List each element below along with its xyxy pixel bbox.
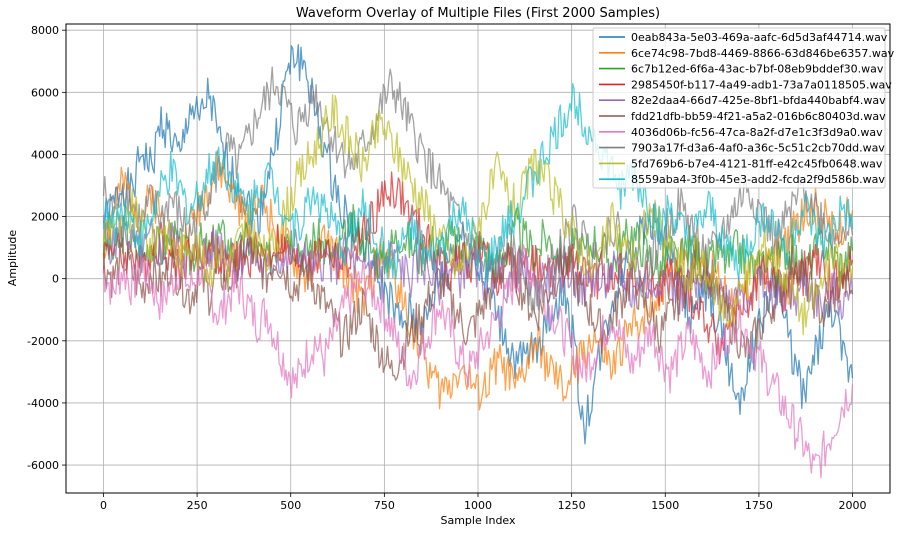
legend-entry: 82e2daa4-66d7-425e-8bf1-bfda440babf4.wav — [631, 94, 886, 107]
x-tick-label: 1750 — [745, 499, 773, 512]
legend-box — [592, 27, 886, 189]
y-tick-label: -4000 — [27, 397, 59, 410]
series-group — [102, 44, 854, 479]
y-tick-label: -2000 — [27, 335, 59, 348]
y-tick-label: 8000 — [31, 24, 59, 37]
series-line-2 — [102, 150, 854, 411]
y-tick-label: 2000 — [31, 211, 59, 224]
series-line-8 — [102, 66, 854, 314]
legend-entry: 4036d06b-fc56-47ca-8a2f-d7e1c3f3d9a0.wav — [631, 126, 883, 139]
legend-entry: 6c7b12ed-6f6a-43ac-b7bf-08eb9bddef30.wav — [631, 63, 884, 76]
x-tick-label: 0 — [100, 499, 107, 512]
x-tick-label: 250 — [187, 499, 208, 512]
x-tick-label: 1000 — [464, 499, 492, 512]
y-axis-label: Amplitude — [6, 230, 19, 287]
legend-entry: fdd21dfb-bb59-4f21-a5a2-016b6c80403d.wav — [631, 110, 886, 123]
series-line-9 — [102, 94, 854, 336]
legend-entry: 6ce74c98-7bd8-4469-8866-63d846be6357.wav — [631, 47, 895, 60]
x-tick-label: 1250 — [558, 499, 586, 512]
y-tick-label: 6000 — [31, 86, 59, 99]
series-line-7 — [102, 243, 854, 479]
series-line-6 — [102, 234, 854, 381]
y-tick-label: 4000 — [31, 148, 59, 161]
legend-entry: 7903a17f-d3a6-4af0-a36c-5c51c2cb70dd.wav — [631, 142, 885, 155]
x-tick-label: 750 — [374, 499, 395, 512]
ticks: 0 250 500 750 1000 1250 1500 1750 2000 -6000 -4000… — [27, 24, 867, 512]
x-tick-label: 500 — [280, 499, 301, 512]
x-axis-label: Sample Index — [440, 514, 516, 527]
legend-entry: 0eab843a-5e03-469a-aafc-6d5d3af44714.wav — [631, 31, 888, 44]
series-line-10 — [102, 82, 854, 282]
legend-entry: 8559aba4-3f0b-45e3-add2-fcda2f9d586b.wav — [631, 173, 885, 186]
legend-entry: 5fd769b6-b7e4-4121-81ff-e42c45fb0648.wav — [631, 157, 883, 170]
legend: 0eab843a-5e03-469a-aafc-6d5d3af44714.wav… — [592, 27, 895, 189]
x-tick-label: 1500 — [651, 499, 679, 512]
x-tick-label: 2000 — [839, 499, 867, 512]
y-tick-label: 0 — [52, 273, 59, 286]
chart-title: Waveform Overlay of Multiple Files (Firs… — [296, 6, 660, 21]
legend-entry: 2985450f-b117-4a49-adb1-73a7a0118505.wav — [631, 78, 892, 91]
y-tick-label: -6000 — [27, 459, 59, 472]
